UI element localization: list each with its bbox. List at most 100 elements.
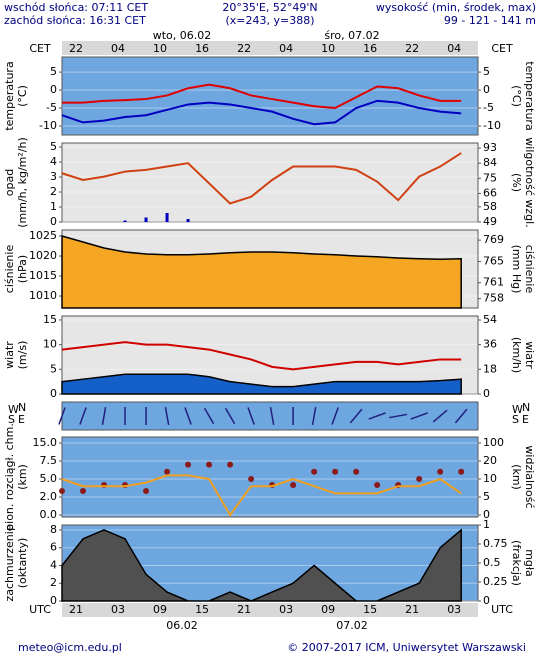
- y-tick-label: 5: [50, 65, 57, 78]
- axis-title: wiatr: [3, 341, 16, 369]
- y-tick-label: 75: [483, 171, 497, 184]
- wind-arrow: [349, 408, 363, 424]
- dot: [164, 468, 171, 475]
- line: [61, 341, 462, 371]
- y-tick-label: 5: [50, 140, 57, 153]
- x-tick-label: 10: [153, 42, 167, 55]
- y-tick-label: 84: [483, 156, 497, 169]
- bar: [144, 217, 148, 222]
- y-tick-label: 7.5: [40, 454, 58, 467]
- y-tick-label: 758: [483, 292, 504, 305]
- timezone: UTC: [29, 603, 51, 616]
- y-tick-label: 765: [483, 254, 504, 267]
- dot: [143, 488, 150, 494]
- wind-arrow: [247, 407, 255, 425]
- axis-title: (%): [510, 173, 523, 192]
- y-tick-label: 769: [483, 233, 504, 246]
- dot: [416, 476, 423, 482]
- wind-arrow: [311, 407, 317, 425]
- dot: [458, 468, 465, 475]
- axis-title: (km): [16, 464, 29, 490]
- wind-arrow: [101, 407, 107, 425]
- y-tick-label: -5: [483, 101, 494, 114]
- dot: [290, 482, 297, 488]
- wind-arrow: [389, 413, 408, 419]
- y-tick-label: -10: [39, 119, 57, 132]
- wind-arrow: [432, 409, 448, 423]
- y-tick-label: 0.0: [40, 508, 58, 521]
- y-tick-label: 5: [483, 490, 490, 503]
- y-tick-label: 66: [483, 186, 497, 199]
- wind-arrow: [269, 407, 275, 425]
- panel: [61, 401, 479, 431]
- panel: [61, 436, 479, 518]
- dot: [374, 482, 381, 488]
- y-tick-label: 4: [50, 558, 57, 571]
- axis-title: (frakcja): [510, 540, 523, 586]
- copyright: © 2007-2017 ICM, Uniwersytet Warszawski: [287, 641, 526, 654]
- wind-arrow: [368, 412, 386, 420]
- grid-point: (x=243, y=388): [225, 14, 314, 27]
- y-tick-label: -5: [46, 101, 57, 114]
- y-tick-label: 54: [483, 313, 497, 326]
- wind-arrow: [164, 407, 170, 425]
- axis-title: (mm Hg): [510, 245, 523, 294]
- date-label: 07.02: [336, 619, 368, 632]
- sunset: zachód słońca: 16:31 CET: [4, 14, 146, 27]
- y-tick-label: 2.0: [40, 490, 58, 503]
- y-tick-label: 100: [483, 436, 504, 449]
- x-tick-label: 22: [237, 42, 251, 55]
- y-tick-label: 0.25: [483, 575, 508, 588]
- wind-arrow: [454, 408, 468, 424]
- axis-title: (hPa): [16, 255, 29, 283]
- side-label: W: [512, 403, 523, 416]
- time-strip: [62, 41, 478, 55]
- x-tick-label: 22: [405, 42, 419, 55]
- day-label: wto, 06.02: [153, 29, 212, 42]
- y-tick-label: 0: [483, 83, 490, 96]
- x-tick-label: 21: [69, 603, 83, 616]
- dot: [227, 461, 234, 468]
- y-tick-label: 0: [50, 83, 57, 96]
- y-tick-label: 1010: [29, 289, 57, 302]
- bar: [165, 213, 169, 222]
- wind-arrow: [203, 407, 215, 425]
- wind-arrow: [224, 407, 236, 425]
- y-tick-label: 0: [50, 387, 57, 400]
- x-tick-label: 03: [447, 603, 461, 616]
- wind-arrow: [331, 407, 339, 425]
- elevation-label: wysokość (min, środek, max): [376, 1, 536, 14]
- x-tick-label: 09: [153, 603, 167, 616]
- y-tick-label: 0: [483, 387, 490, 400]
- y-tick-label: 1015: [29, 269, 57, 282]
- axis-title: zachmurzenie: [3, 524, 16, 601]
- line: [61, 474, 462, 517]
- dot: [332, 468, 339, 475]
- x-tick-label: 04: [279, 42, 293, 55]
- x-tick-label: 16: [195, 42, 209, 55]
- y-tick-label: -10: [483, 119, 501, 132]
- axis-title: (oktanty): [16, 538, 29, 589]
- axis-title: wiatr: [523, 341, 536, 369]
- coords: 20°35'E, 52°49'N: [222, 1, 317, 14]
- elevation: 99 - 121 - 141 m: [444, 14, 536, 27]
- y-tick-label: 1020: [29, 249, 57, 262]
- y-tick-label: 18: [483, 362, 497, 375]
- line: [61, 99, 462, 126]
- y-tick-label: 0.75: [483, 537, 508, 550]
- x-tick-label: 03: [279, 603, 293, 616]
- axis-title: (°C): [510, 85, 523, 107]
- axis-title: temperatura: [3, 61, 16, 130]
- y-tick-label: 10: [43, 338, 57, 351]
- y-tick-label: 15: [43, 313, 57, 326]
- area: [61, 373, 462, 395]
- y-tick-label: 5.0: [40, 472, 58, 485]
- dot: [185, 461, 192, 468]
- dot: [437, 468, 444, 475]
- side-label: N: [18, 401, 26, 414]
- axis-title: (km): [510, 464, 523, 490]
- area: [61, 235, 462, 309]
- wind-arrow: [410, 412, 428, 420]
- wind-arrow: [79, 407, 87, 425]
